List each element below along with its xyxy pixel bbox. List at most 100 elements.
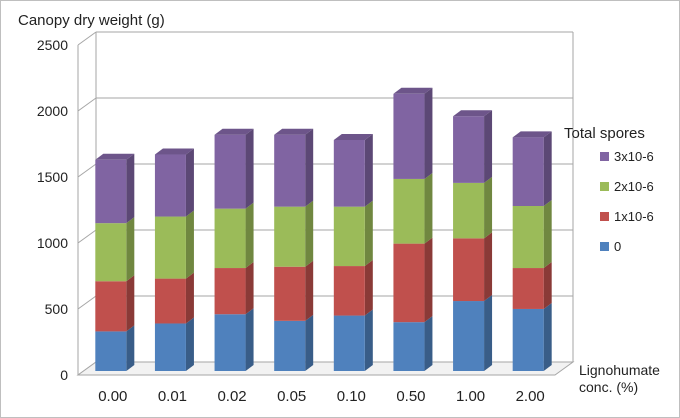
bar-side-1x10-6: [305, 260, 314, 321]
legend-swatch-2x10-6: [600, 182, 609, 191]
bar-side-2x10-6: [305, 200, 314, 267]
chart-title: Canopy dry weight (g): [18, 12, 165, 29]
bar-segment-1x10-6: [512, 268, 544, 309]
gridline-side: [77, 31, 97, 46]
bar-side-2x10-6: [543, 200, 552, 269]
bar-side-2x10-6: [424, 172, 433, 244]
legend-label: 0: [614, 239, 621, 254]
bar-side-0: [543, 302, 552, 371]
bar-side-1x10-6: [543, 262, 552, 309]
bar-segment-2x10-6: [274, 206, 306, 267]
gridline-side: [77, 295, 97, 310]
bar-side-3x10-6: [424, 87, 433, 179]
chart-floor: [76, 361, 575, 376]
y-tick-label: 1000: [37, 235, 68, 251]
bar-segment-2x10-6: [95, 223, 127, 282]
bar-segment-0: [333, 315, 365, 371]
bar-segment-0: [154, 323, 186, 371]
x-tick-label: 0.01: [158, 388, 187, 405]
bar-side-0: [185, 317, 194, 371]
bar-segment-2x10-6: [453, 182, 485, 239]
bar-side-3x10-6: [126, 153, 135, 224]
bar-segment-2x10-6: [154, 216, 186, 279]
x-tick-label: 1.00: [456, 388, 485, 405]
legend-label: 1x10-6: [614, 209, 654, 224]
bar-side-3x10-6: [305, 128, 314, 207]
gridline-side: [77, 97, 97, 112]
bar-side-0: [126, 325, 135, 371]
x-tick-label: 0.05: [277, 388, 306, 405]
y-tick-label: 0: [60, 367, 68, 383]
bar-top: [333, 134, 373, 140]
bar-side-1x10-6: [126, 275, 135, 332]
bar-side-2x10-6: [245, 202, 254, 269]
x-tick-label: 0.02: [217, 388, 246, 405]
bar-top: [453, 110, 493, 117]
bar-segment-3x10-6: [453, 116, 485, 183]
bar-segment-3x10-6: [95, 159, 127, 224]
gridline-side: [77, 163, 97, 178]
x-axis-label-line-2: conc. (%): [579, 379, 638, 395]
bar-segment-1x10-6: [154, 278, 186, 324]
bar-side-0: [364, 309, 373, 371]
bar-segment-1x10-6: [274, 266, 306, 321]
x-tick-label: 0.10: [337, 388, 366, 405]
bar-segment-1x10-6: [214, 268, 246, 315]
bar-segment-0: [453, 301, 485, 371]
y-tick-label: 2000: [37, 103, 68, 119]
y-tick-label: 500: [45, 301, 69, 317]
bar-segment-3x10-6: [393, 93, 425, 179]
bar-segment-0: [393, 322, 425, 371]
bar-side-3x10-6: [484, 110, 493, 183]
legend-label: 3x10-6: [614, 149, 654, 164]
bar-segment-1x10-6: [333, 266, 365, 316]
bar-segment-3x10-6: [274, 134, 306, 207]
bar-top: [214, 128, 254, 135]
x-axis-label: Lignohumate conc. (%): [579, 362, 660, 395]
legend-swatch-3x10-6: [600, 152, 609, 161]
bar-side-1x10-6: [484, 232, 493, 302]
bar-side-1x10-6: [364, 260, 373, 316]
legend-swatch-0: [600, 242, 609, 251]
bar-side-3x10-6: [185, 148, 194, 217]
legend-title: Total spores: [564, 125, 645, 142]
bar-side-2x10-6: [484, 176, 493, 239]
x-tick-label: 0.50: [396, 388, 425, 405]
bar-segment-2x10-6: [512, 206, 544, 269]
bar-side-0: [305, 314, 314, 371]
bar-side-1x10-6: [245, 262, 254, 315]
bar-top: [95, 153, 135, 160]
bar-segment-2x10-6: [214, 208, 246, 269]
bar-segment-3x10-6: [214, 134, 246, 209]
bar-segment-0: [95, 331, 127, 371]
bar-segment-0: [274, 320, 306, 371]
bar-segment-3x10-6: [512, 137, 544, 206]
y-tick-label: 2500: [37, 37, 68, 53]
bar-segment-0: [512, 308, 544, 371]
bar-side-2x10-6: [126, 217, 135, 282]
x-axis-label-line-1: Lignohumate: [579, 362, 660, 378]
bar-side-3x10-6: [543, 131, 552, 206]
bar-segment-3x10-6: [154, 154, 186, 217]
bar-top: [274, 128, 314, 135]
bar-side-0: [424, 316, 433, 371]
bar-segment-0: [214, 314, 246, 371]
gridline-side: [77, 229, 97, 244]
bar-segment-1x10-6: [453, 238, 485, 302]
bar-side-1x10-6: [185, 272, 194, 324]
legend-label: 2x10-6: [614, 179, 654, 194]
bar-side-0: [245, 308, 254, 371]
bar-side-2x10-6: [185, 210, 194, 279]
y-tick-label: 1500: [37, 169, 68, 185]
bar-side-3x10-6: [245, 128, 254, 209]
x-tick-label: 2.00: [516, 388, 545, 405]
bar-top: [393, 87, 433, 94]
legend-swatch-1x10-6: [600, 212, 609, 221]
bar-segment-3x10-6: [333, 140, 365, 207]
bar-top: [154, 148, 194, 155]
bar-side-0: [484, 295, 493, 371]
bar-segment-1x10-6: [95, 281, 127, 332]
x-tick-label: 0.00: [98, 388, 127, 405]
